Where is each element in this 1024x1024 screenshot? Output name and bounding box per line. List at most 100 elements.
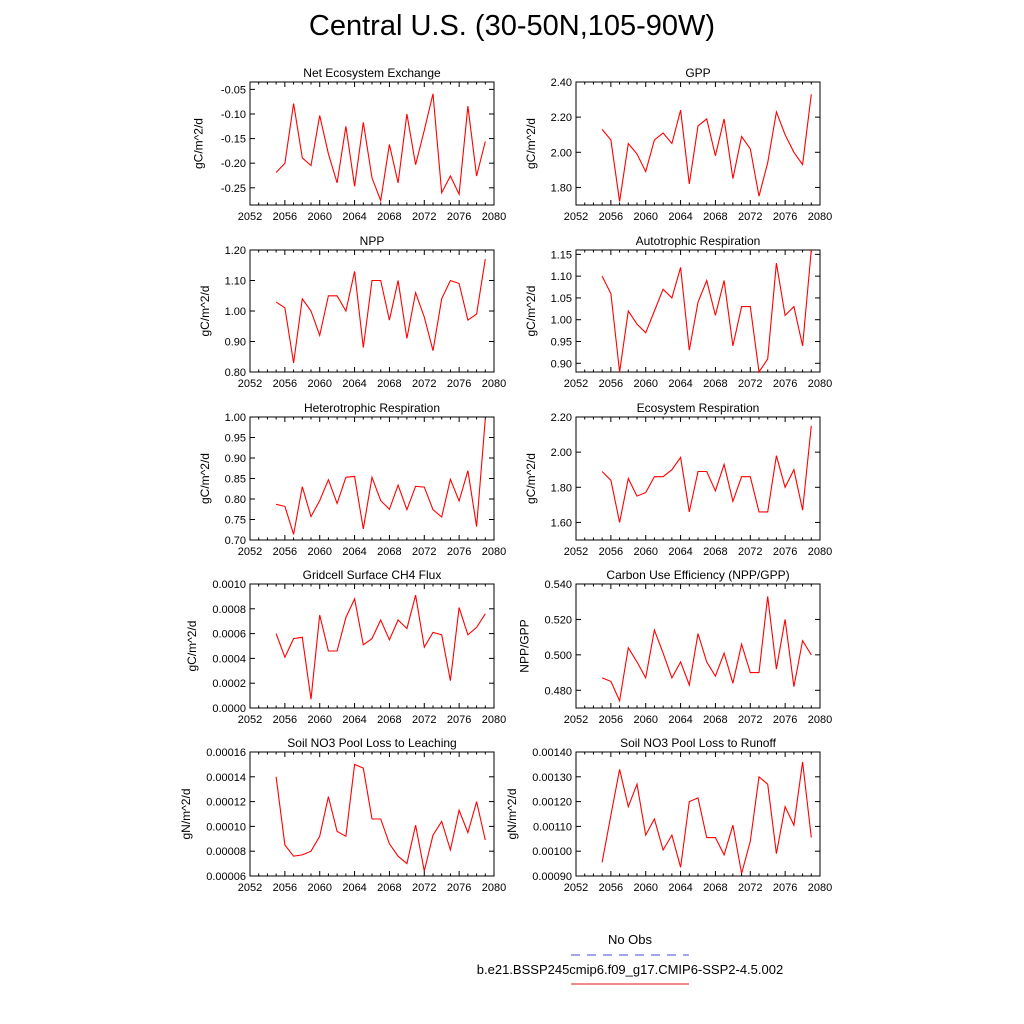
panel-title: Ecosystem Respiration xyxy=(637,401,760,415)
x-tick-label: 2056 xyxy=(273,211,297,223)
x-tick-label: 2072 xyxy=(412,882,436,894)
y-tick-label: 0.90 xyxy=(225,453,246,465)
x-tick-label: 2076 xyxy=(447,378,471,390)
panel-9: Soil NO3 Pool Loss to Leaching 2052 2056 20… xyxy=(179,736,506,894)
y-tick-label: 0.0000 xyxy=(212,703,246,715)
x-tick-label: 2064 xyxy=(668,714,692,726)
series-line xyxy=(601,761,812,874)
y-tick-label: 0.70 xyxy=(225,535,246,547)
y-axis-label: gC/m^2/d xyxy=(192,118,206,169)
y-tick-label: 0.75 xyxy=(225,515,246,527)
y-tick-label: 0.00006 xyxy=(206,871,246,883)
y-tick-label: 0.500 xyxy=(544,650,572,662)
y-axis-label: gC/m^2/d xyxy=(185,621,199,672)
x-tick-label: 2052 xyxy=(238,714,262,726)
x-tick-label: 2080 xyxy=(482,378,506,390)
x-tick-label: 2060 xyxy=(307,882,331,894)
x-tick-label: 2068 xyxy=(703,714,727,726)
panel-title: Gridcell Surface CH4 Flux xyxy=(303,568,442,582)
x-tick-label: 2072 xyxy=(738,714,762,726)
y-tick-label: 1.00 xyxy=(225,306,246,318)
y-tick-label: 0.00120 xyxy=(532,797,572,809)
x-tick-label: 2060 xyxy=(633,211,657,223)
plot-frame xyxy=(249,751,495,877)
panel-8: Carbon Use Efficiency (NPP/GPP) 2052 2056 2… xyxy=(518,568,833,726)
x-tick-label: 2064 xyxy=(342,714,366,726)
x-tick-label: 2064 xyxy=(342,546,366,558)
x-tick-label: 2052 xyxy=(238,211,262,223)
y-tick-label: 1.80 xyxy=(551,482,572,494)
y-tick-label: 2.20 xyxy=(551,412,572,424)
plot-frame xyxy=(249,249,495,373)
y-tick-label: 0.95 xyxy=(225,433,246,445)
plot-frame xyxy=(249,583,495,709)
x-tick-label: 2056 xyxy=(273,378,297,390)
y-tick-label: 0.00012 xyxy=(206,797,246,809)
x-tick-label: 2068 xyxy=(377,546,401,558)
y-tick-label: 0.00100 xyxy=(532,846,572,858)
x-tick-label: 2072 xyxy=(738,378,762,390)
x-tick-label: 2080 xyxy=(482,546,506,558)
x-tick-label: 2080 xyxy=(482,714,506,726)
panel-3: NPP 2052 2056 2060 2064 2068 2072 2076 2080 1.20 1… xyxy=(198,234,506,390)
y-tick-label: 0.0010 xyxy=(212,579,246,591)
x-tick-label: 2068 xyxy=(377,882,401,894)
series-line xyxy=(601,94,812,202)
x-tick-label: 2076 xyxy=(447,211,471,223)
x-tick-label: 2080 xyxy=(808,211,832,223)
legend xyxy=(571,954,689,985)
y-tick-label: 1.05 xyxy=(551,293,572,305)
x-tick-label: 2060 xyxy=(633,882,657,894)
x-tick-label: 2080 xyxy=(808,546,832,558)
series-line xyxy=(601,249,812,374)
y-axis-label: gC/m^2/d xyxy=(524,453,538,504)
series-line xyxy=(601,425,812,523)
x-tick-label: 2068 xyxy=(703,211,727,223)
y-tick-label: -0.20 xyxy=(221,158,246,170)
x-tick-label: 2072 xyxy=(738,546,762,558)
series-line xyxy=(275,763,486,872)
x-tick-label: 2076 xyxy=(773,378,797,390)
x-tick-label: 2052 xyxy=(564,882,588,894)
x-tick-label: 2072 xyxy=(412,378,436,390)
y-tick-label: -0.10 xyxy=(221,109,246,121)
x-tick-label: 2080 xyxy=(808,714,832,726)
y-tick-label: 0.00090 xyxy=(532,871,572,883)
panel-title: Autotrophic Respiration xyxy=(636,234,761,248)
y-tick-label: 0.00110 xyxy=(533,821,572,833)
y-axis-label: gC/m^2/d xyxy=(524,286,538,337)
y-tick-label: 1.00 xyxy=(225,412,246,424)
y-axis-label: gN/m^2/d xyxy=(505,789,519,840)
panel-title: Carbon Use Efficiency (NPP/GPP) xyxy=(606,568,789,582)
x-tick-label: 2056 xyxy=(599,882,623,894)
y-tick-label: 0.0002 xyxy=(212,678,246,690)
x-tick-label: 2052 xyxy=(238,378,262,390)
x-tick-label: 2056 xyxy=(599,546,623,558)
plot-frame xyxy=(249,81,495,206)
y-tick-label: 2.00 xyxy=(551,447,572,459)
y-tick-label: -0.15 xyxy=(221,134,246,146)
y-tick-label: 0.80 xyxy=(225,494,246,506)
x-tick-label: 2076 xyxy=(773,882,797,894)
y-tick-label: 2.00 xyxy=(551,147,572,159)
x-tick-label: 2064 xyxy=(668,882,692,894)
x-tick-label: 2064 xyxy=(342,211,366,223)
panel-title: Soil NO3 Pool Loss to Runoff xyxy=(620,736,777,750)
y-tick-label: 0.95 xyxy=(551,337,572,349)
y-tick-label: 1.10 xyxy=(551,271,572,283)
x-tick-label: 2068 xyxy=(377,714,401,726)
y-tick-label: 1.60 xyxy=(551,517,572,529)
y-tick-label: 0.90 xyxy=(225,337,246,349)
x-tick-label: 2052 xyxy=(238,882,262,894)
legend-run-label: b.e21.BSSP245cmip6.f09_g17.CMIP6-SSP2-4.… xyxy=(476,962,784,977)
x-tick-label: 2056 xyxy=(273,882,297,894)
panel-4: Autotrophic Respiration 2052 2056 2060 2064 2… xyxy=(524,234,832,390)
x-tick-label: 2052 xyxy=(238,546,262,558)
y-axis-label: gN/m^2/d xyxy=(179,789,193,840)
panel-title: Heterotrophic Respiration xyxy=(304,401,440,415)
y-tick-label: 1.15 xyxy=(551,249,572,261)
x-tick-label: 2076 xyxy=(447,714,471,726)
x-tick-label: 2060 xyxy=(307,714,331,726)
panel-1: Net Ecosystem Exchange 2052 2056 2060 2064 20… xyxy=(192,66,507,223)
